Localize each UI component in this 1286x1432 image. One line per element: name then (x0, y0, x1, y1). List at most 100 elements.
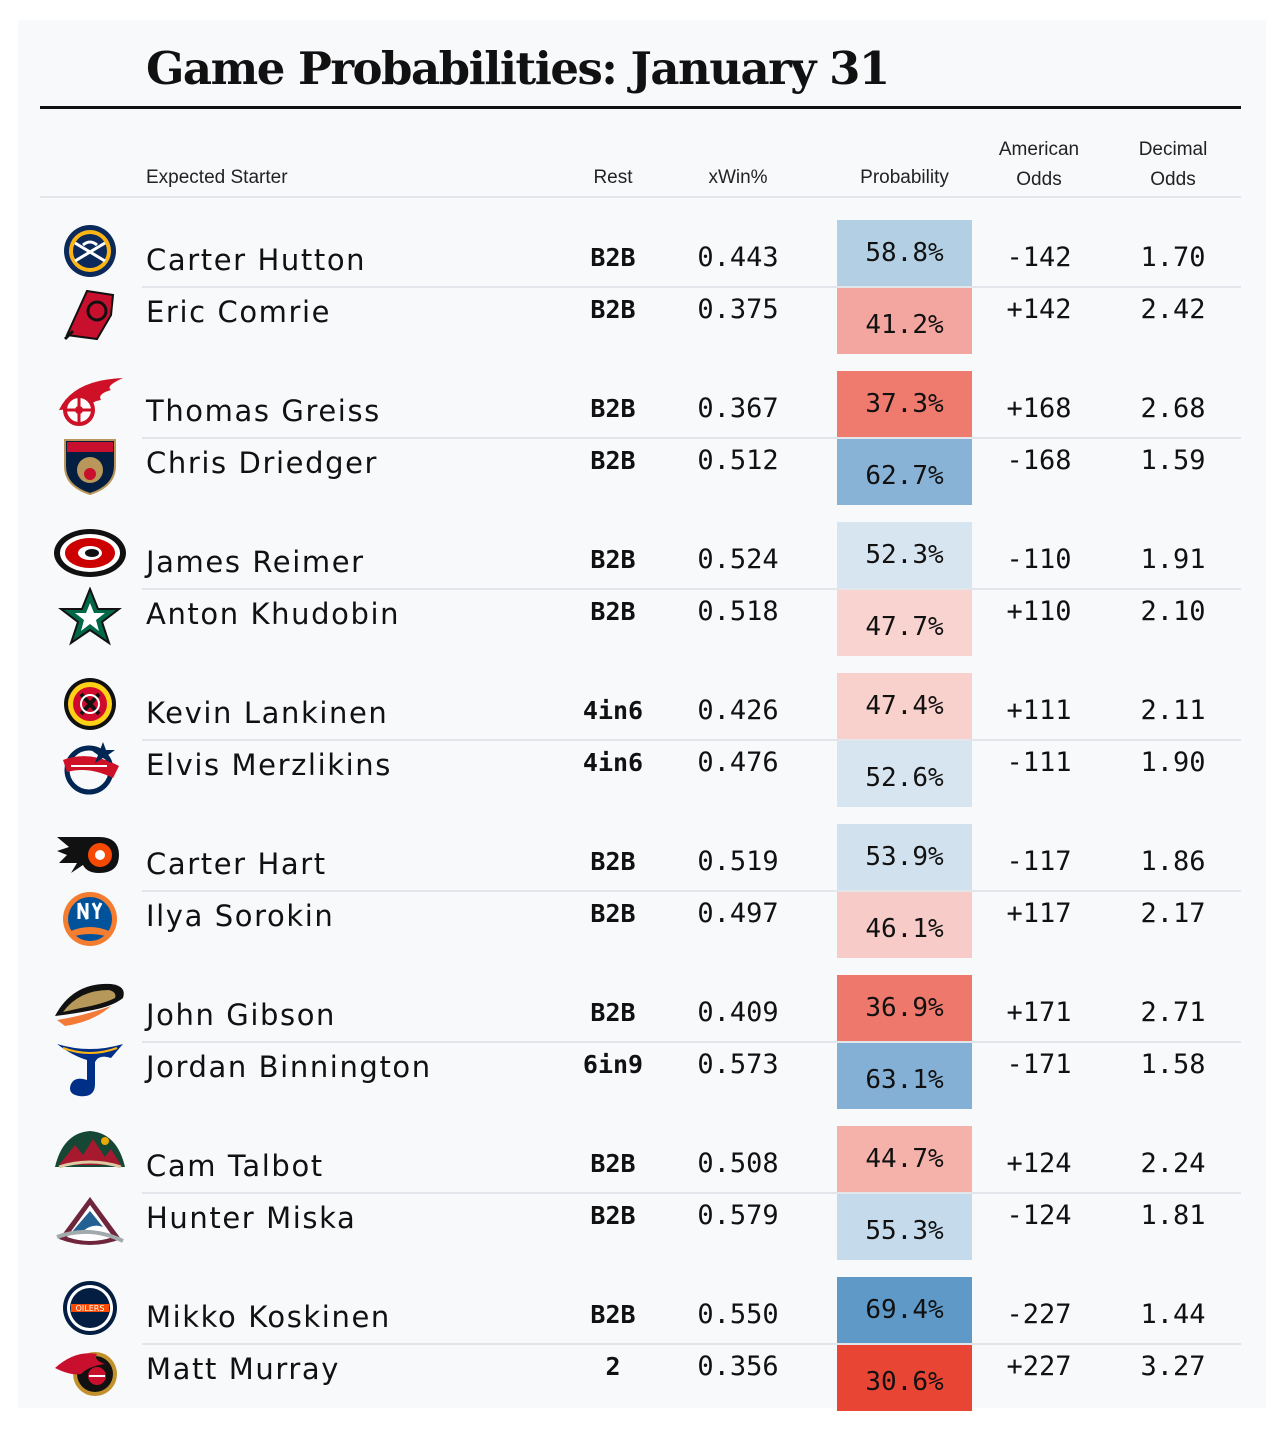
decimal-odds-value: 1.81 (1140, 1200, 1206, 1231)
american-odds-value: +227 (1006, 1351, 1072, 1382)
row-divider (142, 1192, 1241, 1194)
rest-value: B2B (590, 446, 636, 475)
row-divider (142, 437, 1241, 439)
decimal-odds-value: 2.42 (1140, 294, 1206, 325)
decimal-odds-value: 2.17 (1140, 898, 1206, 929)
rest-value: 6in9 (582, 1050, 644, 1079)
decimal-odds-value: 3.27 (1140, 1351, 1206, 1382)
rest-value: 4in6 (582, 696, 644, 725)
xwin-value: 0.524 (697, 544, 779, 575)
goalie-name: John Gibson (146, 998, 337, 1032)
probability-cell: 52.6% (837, 741, 972, 807)
probability-cell: 53.9% (837, 824, 972, 890)
goalie-name: Elvis Merzlikins (146, 748, 392, 782)
row-divider (142, 286, 1241, 288)
rest-value: B2B (590, 1201, 636, 1230)
american-odds-value: -171 (1006, 1049, 1072, 1080)
blackhawks-logo-icon (50, 675, 130, 733)
rest-value: B2B (590, 243, 636, 272)
rest-value: B2B (590, 1300, 636, 1329)
row-divider (142, 739, 1241, 741)
row-divider (142, 1041, 1241, 1043)
xwin-value: 0.579 (697, 1200, 779, 1231)
american-odds-value: -110 (1006, 544, 1072, 575)
xwin-value: 0.518 (697, 596, 779, 627)
probability-cell: 69.4% (837, 1277, 972, 1343)
header-decimal-odds: Decimal Odds (1113, 135, 1233, 195)
goalie-name: Thomas Greiss (146, 394, 381, 428)
probability-cell: 58.8% (837, 220, 972, 286)
xwin-value: 0.367 (697, 393, 779, 424)
islanders-logo-icon (50, 890, 130, 948)
game-group: 44.7% Cam Talbot B2B 0.508 +124 2.24 55.3% Hunt… (18, 1126, 1266, 1260)
ducks-logo-icon (50, 977, 130, 1035)
american-odds-value: +124 (1006, 1148, 1072, 1179)
american-odds-value: +111 (1006, 695, 1072, 726)
xwin-value: 0.497 (697, 898, 779, 929)
xwin-value: 0.508 (697, 1148, 779, 1179)
xwin-value: 0.573 (697, 1049, 779, 1080)
american-odds-value: -227 (1006, 1299, 1072, 1330)
probability-cell: 55.3% (837, 1194, 972, 1260)
decimal-odds-value: 1.44 (1140, 1299, 1206, 1330)
decimal-odds-value: 2.71 (1140, 997, 1206, 1028)
avalanche-logo-icon (50, 1192, 130, 1250)
american-odds-value: +117 (1006, 898, 1072, 929)
page-title: Game Probabilities: January 31 (146, 42, 890, 95)
american-odds-value: -168 (1006, 445, 1072, 476)
american-odds-value: -142 (1006, 242, 1072, 273)
header-decimal-odds-line1: Decimal (1138, 139, 1208, 160)
probability-cell: 44.7% (837, 1126, 972, 1192)
goalie-name: Eric Comrie (146, 295, 332, 329)
probability-cell: 41.2% (837, 288, 972, 354)
header-american-odds-line1: American (998, 139, 1080, 160)
header-expected-starter: Expected Starter (146, 167, 288, 188)
xwin-value: 0.476 (697, 747, 779, 778)
probability-cell: 30.6% (837, 1345, 972, 1411)
goalie-name: Jordan Binnington (146, 1050, 432, 1084)
decimal-odds-value: 2.24 (1140, 1148, 1206, 1179)
xwin-value: 0.443 (697, 242, 779, 273)
header-xwin: xWin% (708, 167, 768, 188)
goalie-name: Mikko Koskinen (146, 1300, 391, 1334)
goalie-name: Carter Hart (146, 847, 327, 881)
flyers-logo-icon (50, 826, 130, 884)
goalie-name: Chris Driedger (146, 446, 379, 480)
table-card: Game Probabilities: January 31 Expected … (18, 20, 1266, 1411)
red-wings-logo-icon (50, 373, 130, 431)
probability-cell: 46.1% (837, 892, 972, 958)
probability-cell: 47.4% (837, 673, 972, 739)
american-odds-value: +168 (1006, 393, 1072, 424)
rest-value: B2B (590, 295, 636, 324)
goalie-name: James Reimer (146, 545, 365, 579)
decimal-odds-value: 2.10 (1140, 596, 1206, 627)
xwin-value: 0.375 (697, 294, 779, 325)
xwin-value: 0.426 (697, 695, 779, 726)
goalie-name: Kevin Lankinen (146, 696, 389, 730)
probability-cell: 62.7% (837, 439, 972, 505)
rest-value: B2B (590, 597, 636, 626)
rest-value: 2 (605, 1352, 621, 1381)
goalie-name: Carter Hutton (146, 243, 367, 277)
decimal-odds-value: 1.86 (1140, 846, 1206, 877)
probability-cell: 36.9% (837, 975, 972, 1041)
row-divider (142, 588, 1241, 590)
header-american-odds-line2: Odds (1016, 169, 1062, 190)
game-group: 53.9% Carter Hart B2B 0.519 -117 1.86 46.1% Ily… (18, 824, 1266, 958)
row-divider (142, 1343, 1241, 1345)
rest-value: 4in6 (582, 748, 644, 777)
decimal-odds-value: 2.68 (1140, 393, 1206, 424)
game-group: 37.3% Thomas Greiss B2B 0.367 +168 2.68 62.7% C… (18, 371, 1266, 505)
game-group: 47.4% Kevin Lankinen 4in6 0.426 +111 2.11 52.6… (18, 673, 1266, 807)
decimal-odds-value: 1.70 (1140, 242, 1206, 273)
decimal-odds-value: 2.11 (1140, 695, 1206, 726)
hurricanes-logo-icon (50, 524, 130, 582)
devils-logo-icon (50, 286, 130, 344)
american-odds-value: -117 (1006, 846, 1072, 877)
rest-value: B2B (590, 847, 636, 876)
decimal-odds-value: 1.90 (1140, 747, 1206, 778)
xwin-value: 0.409 (697, 997, 779, 1028)
header-probability: Probability (860, 167, 949, 188)
rest-value: B2B (590, 394, 636, 423)
decimal-odds-value: 1.59 (1140, 445, 1206, 476)
